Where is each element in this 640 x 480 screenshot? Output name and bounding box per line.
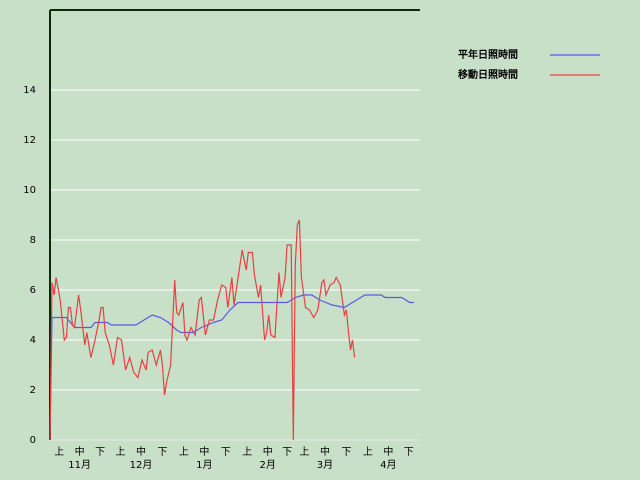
x-tick-label: 下: [157, 447, 167, 458]
x-tick-label: 上: [116, 446, 126, 458]
y-tick-label: 0: [30, 435, 36, 446]
x-tick-label: 中: [383, 445, 393, 458]
month-label: 3月: [317, 459, 333, 471]
x-tick-label: 下: [404, 447, 414, 458]
x-tick-label: 中: [75, 445, 85, 458]
x-tick-label: 下: [282, 447, 292, 458]
x-tick-label: 中: [320, 445, 330, 458]
y-tick-label: 10: [23, 185, 36, 196]
month-label: 4月: [380, 459, 396, 471]
y-tick-label: 6: [30, 285, 36, 296]
month-label: 12月: [130, 459, 153, 471]
month-label: 2月: [260, 459, 276, 471]
y-tick-label: 8: [30, 235, 36, 246]
series-line: [49, 219, 356, 441]
month-label: 1月: [196, 459, 212, 471]
month-label: 11月: [68, 459, 91, 471]
x-tick-label: 上: [363, 446, 373, 458]
legend-label: 平年日照時間: [458, 48, 518, 61]
legend-label: 移動日照時間: [458, 68, 518, 81]
y-tick-label: 14: [23, 85, 36, 96]
series-line: [49, 294, 414, 441]
x-tick-label: 上: [242, 446, 252, 458]
x-tick-label: 中: [199, 445, 209, 458]
y-tick-label: 2: [30, 385, 36, 396]
x-tick-label: 上: [300, 446, 310, 458]
x-tick-label: 上: [54, 446, 64, 458]
x-tick-label: 上: [179, 446, 189, 458]
x-tick-label: 下: [221, 447, 231, 458]
y-tick-label: 4: [30, 335, 36, 346]
x-tick-label: 中: [263, 445, 273, 458]
y-tick-label: 12: [23, 135, 36, 146]
x-tick-label: 下: [341, 447, 351, 458]
x-tick-label: 下: [95, 447, 105, 458]
x-tick-label: 中: [136, 445, 146, 458]
